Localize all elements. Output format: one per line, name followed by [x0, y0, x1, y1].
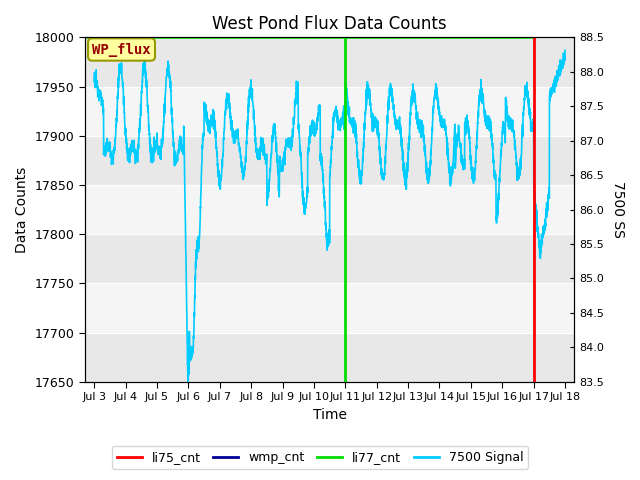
Bar: [85, 136, 575, 185]
Y-axis label: Data Counts: Data Counts: [15, 167, 29, 252]
Bar: [85, 234, 575, 283]
Bar: [85, 37, 575, 86]
Title: West Pond Flux Data Counts: West Pond Flux Data Counts: [212, 15, 447, 33]
Bar: [85, 283, 575, 333]
Legend: li75_cnt, wmp_cnt, li77_cnt, 7500 Signal: li75_cnt, wmp_cnt, li77_cnt, 7500 Signal: [112, 446, 528, 469]
X-axis label: Time: Time: [312, 408, 347, 422]
Bar: [85, 185, 575, 234]
Bar: [85, 333, 575, 382]
Y-axis label: 7500 SS: 7500 SS: [611, 181, 625, 238]
Bar: [85, 86, 575, 136]
Text: WP_flux: WP_flux: [92, 43, 151, 57]
